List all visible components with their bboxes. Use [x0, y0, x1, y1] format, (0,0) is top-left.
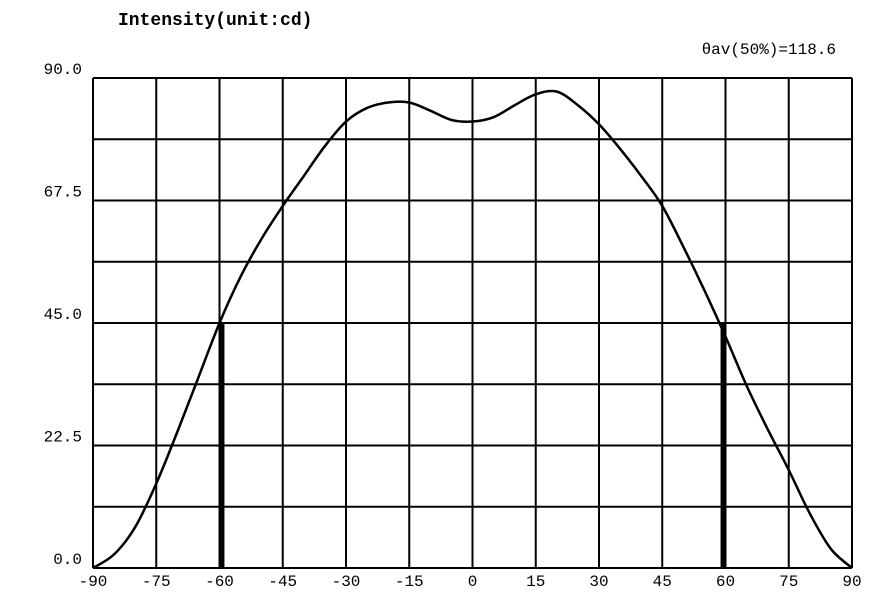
y-tick-label: 0.0 — [53, 551, 82, 569]
y-tick-label: 22.5 — [44, 429, 82, 447]
x-tick-label: 15 — [526, 573, 545, 591]
y-tick-label: 67.5 — [44, 184, 82, 202]
x-tick-label: 45 — [653, 573, 672, 591]
x-tick-label: -15 — [395, 573, 424, 591]
x-tick-label: -45 — [268, 573, 297, 591]
x-tick-label: 60 — [716, 573, 735, 591]
chart-title: Intensity(unit:cd) — [118, 11, 312, 31]
x-tick-label: -75 — [142, 573, 171, 591]
y-tick-label: 90.0 — [44, 61, 82, 79]
x-tick-label: -90 — [79, 573, 108, 591]
x-tick-label: -60 — [205, 573, 234, 591]
intensity-curve — [92, 89, 853, 570]
x-tick-label: 75 — [779, 573, 798, 591]
x-tick-label: 30 — [589, 573, 608, 591]
x-tick-label: 0 — [468, 573, 478, 591]
x-tick-label: -30 — [332, 573, 361, 591]
y-tick-label: 45.0 — [44, 306, 82, 324]
annotation: θav(50%)=118.6 — [702, 41, 836, 59]
x-tick-label: 90 — [842, 573, 861, 591]
